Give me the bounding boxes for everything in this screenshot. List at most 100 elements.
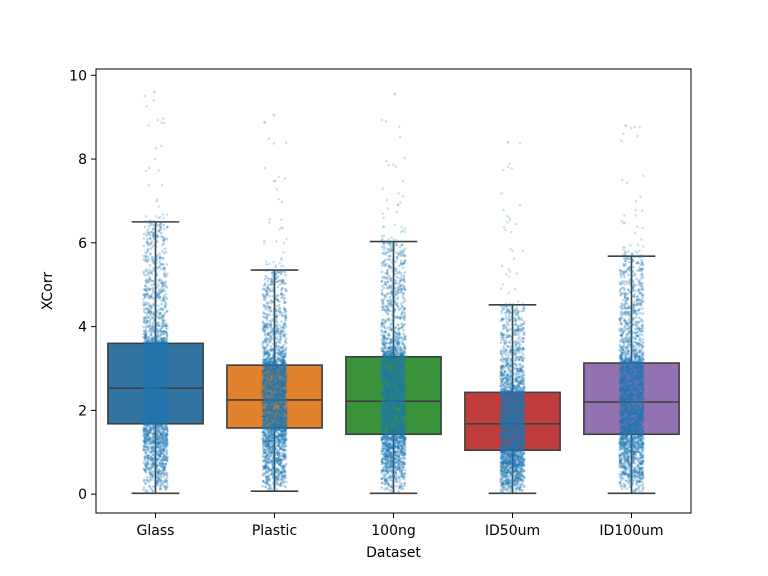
strip-point [282,445,286,448]
strip-point [143,370,146,374]
strip-point [145,289,148,293]
strip-point [158,295,162,298]
strip-point [280,200,284,203]
strip-point [264,426,268,429]
strip-point [165,309,169,313]
strip-point [162,252,166,255]
strip-point [149,420,153,423]
strip-point [156,373,159,377]
strip-point [157,352,160,356]
strip-point [150,441,153,444]
strip-point [272,179,276,183]
strip-point [156,316,159,319]
strip-point [143,94,146,98]
strip-point [158,363,161,366]
strip-point [161,437,164,440]
strip-point [146,238,149,241]
strip-point [148,307,151,310]
strip-point [275,240,278,243]
strip-point [146,460,150,463]
strip-point [264,260,268,263]
strip-point [150,240,154,243]
strip-point [162,377,166,381]
strip-point [156,378,159,381]
strip-point [147,394,150,398]
strip-point [162,459,165,462]
strip-point [159,369,162,372]
strip-point [150,353,154,357]
strip-point [284,301,287,304]
strip-point [149,318,152,321]
strip-point [152,447,156,450]
strip-point [284,426,288,429]
strip-point [163,426,167,429]
strip-point [146,394,150,398]
strip-point [282,457,286,461]
strip-point [144,333,148,336]
strip-point [261,485,264,488]
strip-point [146,424,150,428]
strip-point [156,406,160,410]
strip-point [154,364,157,367]
strip-point [279,429,283,433]
strip-point [272,300,275,304]
strip-point [159,395,162,398]
strip-point [150,387,154,391]
strip-point [156,352,160,355]
strip-point [277,434,280,438]
strip-point [146,359,150,363]
strip-point [269,410,272,413]
strip-point [160,470,164,473]
strip-point [157,425,160,428]
strip-point [160,434,164,437]
strip-point [152,224,155,227]
strip-point [281,227,285,230]
strip-point [281,449,285,452]
strip-point [159,340,162,344]
strip-point [146,243,150,247]
strip-point [148,404,152,407]
strip-point [162,242,165,245]
strip-point [155,416,159,419]
strip-point [160,353,164,357]
strip-point [278,262,281,265]
strip-point [142,374,146,377]
strip-point [158,454,161,458]
strip-point [166,327,169,330]
strip-point [263,277,267,281]
strip-point [163,349,166,353]
strip-point [143,295,147,299]
strip-point [280,439,283,443]
strip-point [157,389,161,393]
strip-point [280,296,283,300]
strip-point [153,448,156,452]
strip-point [145,363,149,366]
strip-point [143,310,146,314]
strip-point [161,319,164,322]
strip-point [266,305,270,308]
strip-point [155,222,158,226]
strip-point [267,137,271,140]
strip-point [162,411,165,415]
strip-point [157,442,160,445]
strip-point [282,329,286,333]
strip-point [150,222,154,225]
strip-point [165,376,168,380]
strip-point [147,296,150,300]
strip-point [284,332,287,336]
strip-point [165,379,169,383]
strip-point [283,308,287,311]
strip-point [148,219,151,223]
strip-point [277,357,280,361]
strip-point [272,142,276,145]
strip-point [143,354,147,358]
strip-point [142,369,146,373]
strip-point [165,390,168,394]
strip-point [284,410,288,414]
strip-point [161,374,165,378]
strip-point [162,452,165,456]
strip-point [267,417,270,421]
strip-point [155,360,158,363]
strip-point [274,435,278,439]
strip-point [160,350,163,354]
